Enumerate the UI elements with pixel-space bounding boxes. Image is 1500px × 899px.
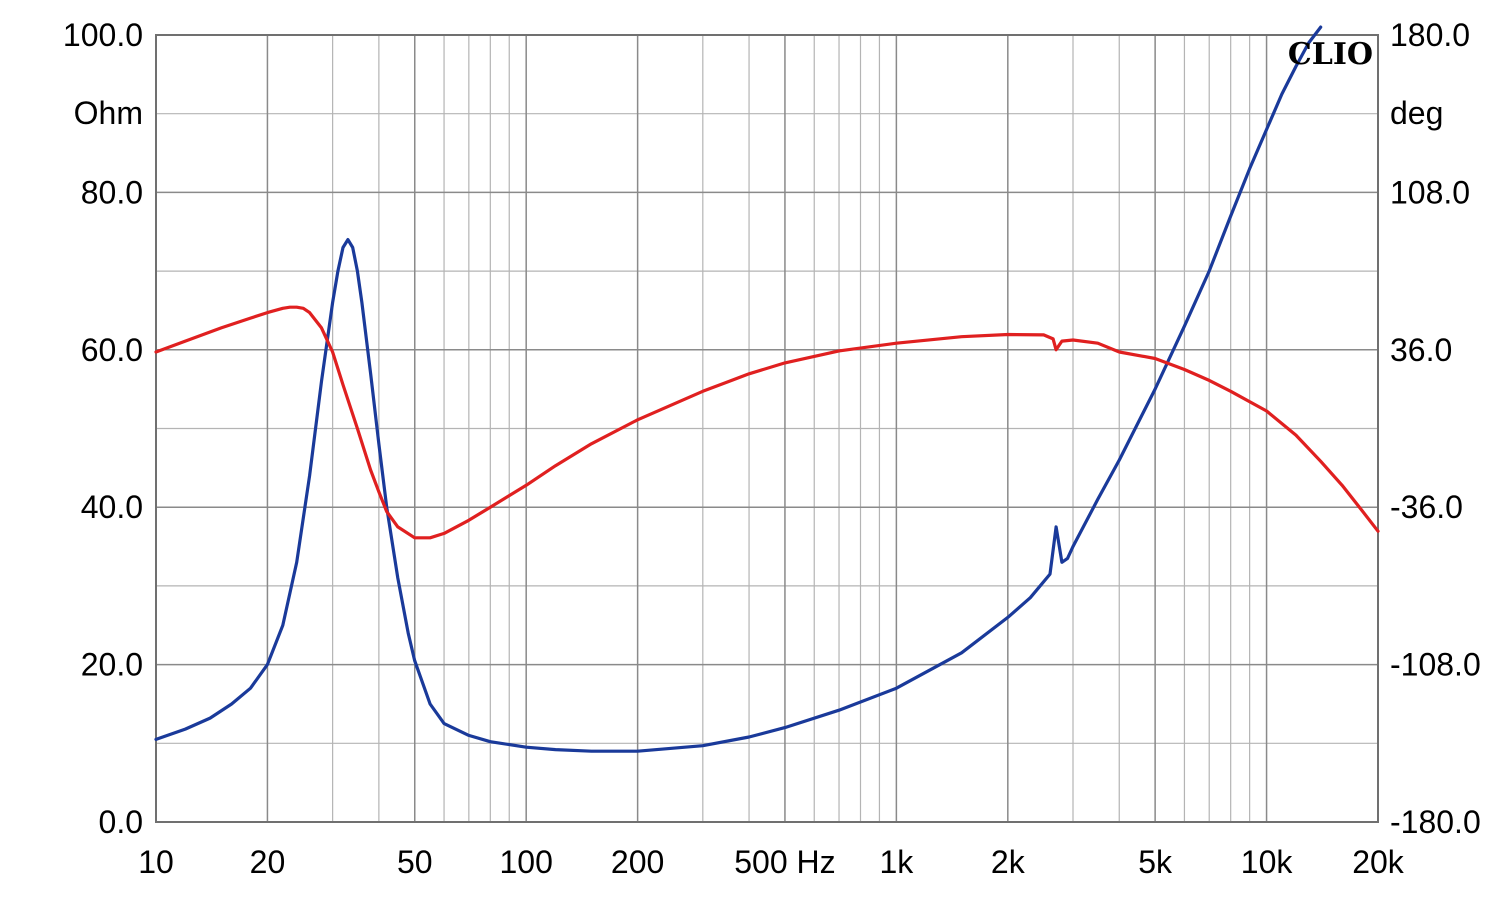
left-tick-label: 60.0 (81, 332, 143, 368)
right-tick-label: -108.0 (1390, 647, 1481, 683)
minor-grid (156, 35, 1378, 822)
x-tick-label: 500 Hz (734, 844, 835, 880)
left-tick-label: 100.0 (63, 17, 143, 53)
x-tick-label: 5k (1138, 844, 1173, 880)
left-tick-label: 80.0 (81, 174, 143, 210)
left-tick-label: 20.0 (81, 647, 143, 683)
impedance-curve (154, 25, 1323, 753)
x-axis-tick-labels: 10 20 50 100 200 500 Hz 1k 2k 5k 10k 20k (138, 844, 1405, 880)
clio-logo-text: CLIO (1288, 37, 1373, 72)
series-layer (154, 25, 1380, 753)
x-tick-label: 100 (499, 844, 552, 880)
right-axis-unit: deg (1390, 95, 1443, 131)
right-tick-label: -180.0 (1390, 804, 1481, 840)
x-tick-label: 10 (138, 844, 174, 880)
left-tick-label: 40.0 (81, 489, 143, 525)
x-tick-label: 2k (991, 844, 1026, 880)
left-axis-unit: Ohm (74, 95, 143, 131)
x-tick-label: 10k (1241, 844, 1294, 880)
right-tick-label: 108.0 (1390, 174, 1470, 210)
phase-curve (154, 305, 1380, 540)
left-tick-label: 0.0 (99, 804, 143, 840)
x-tick-label: 20 (250, 844, 286, 880)
right-tick-label: 36.0 (1390, 332, 1452, 368)
right-axis-tick-labels: -180.0 -108.0 -36.0 36.0 108.0 180.0 (1390, 17, 1481, 840)
x-tick-label: 50 (397, 844, 433, 880)
plot-frame (155, 34, 1379, 823)
x-tick-label: 1k (879, 844, 914, 880)
x-tick-label: 200 (611, 844, 664, 880)
left-axis-tick-labels: 0.0 20.0 40.0 60.0 80.0 100.0 (63, 17, 143, 840)
right-tick-label: -36.0 (1390, 489, 1463, 525)
right-tick-label: 180.0 (1390, 17, 1470, 53)
x-tick-label: 20k (1352, 844, 1405, 880)
